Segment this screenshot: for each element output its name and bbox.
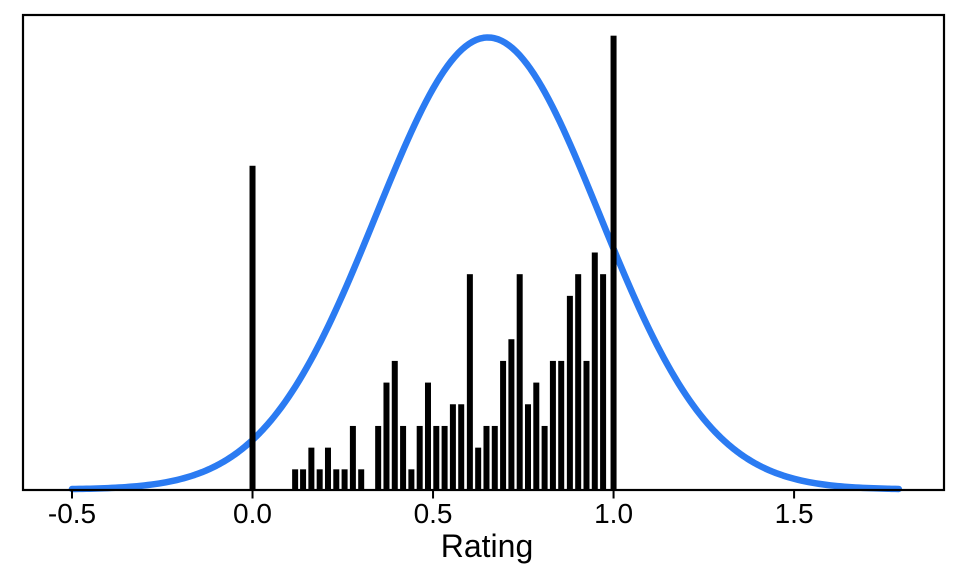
histogram-bar	[433, 425, 440, 491]
histogram-bar	[583, 360, 590, 491]
histogram-bar	[500, 360, 507, 491]
x-tick-label: 1.0	[594, 498, 633, 529]
histogram-bar	[508, 339, 515, 491]
histogram-bar	[358, 469, 365, 491]
histogram-bar	[333, 469, 340, 491]
histogram-bar	[375, 425, 382, 491]
histogram-bar	[483, 425, 490, 491]
histogram-bar	[475, 447, 482, 491]
histogram-bar	[292, 469, 299, 491]
histogram-bar	[341, 469, 348, 491]
histogram-bar	[541, 425, 548, 491]
histogram-bar	[391, 360, 398, 491]
histogram-bar	[249, 165, 256, 491]
histogram-bar	[591, 252, 598, 491]
histogram-bar	[449, 404, 456, 491]
histogram-bar	[400, 425, 407, 491]
histogram-bar	[408, 469, 415, 491]
histogram-bar	[383, 382, 390, 491]
histogram-bar	[324, 447, 331, 491]
histogram-bar	[308, 447, 315, 491]
histogram-bar	[349, 425, 356, 491]
histogram-bar	[466, 274, 473, 491]
histogram-bar	[516, 274, 523, 491]
histogram-bar	[549, 360, 556, 491]
x-tick-label: -0.5	[48, 498, 96, 529]
histogram-bar	[491, 425, 498, 491]
histogram-bar	[416, 425, 423, 491]
histogram-bar	[533, 382, 540, 491]
x-axis-label: Rating	[441, 528, 534, 564]
histogram-bar	[424, 382, 431, 491]
plot-frame	[21, 13, 946, 492]
density-curve	[68, 34, 903, 493]
histogram-bar	[600, 274, 607, 491]
x-tick-label: 0.5	[414, 498, 453, 529]
density-curve-layer	[68, 34, 903, 493]
x-tick-label: 0.0	[233, 498, 272, 529]
histogram-bar	[610, 35, 617, 492]
x-tick-label: 1.5	[775, 498, 814, 529]
histogram-bar	[566, 295, 573, 491]
histogram-bar	[525, 404, 531, 491]
histogram-bar	[558, 360, 565, 491]
histogram-bar	[575, 274, 582, 491]
axis-layer: -0.5 0.0 0.5 1.0 1.5	[21, 13, 946, 529]
histogram-bar	[300, 469, 307, 491]
histogram-bar	[458, 404, 465, 491]
histogram-bar	[316, 469, 323, 491]
histogram-bar-layer	[249, 35, 617, 492]
histogram-bar	[441, 425, 448, 491]
